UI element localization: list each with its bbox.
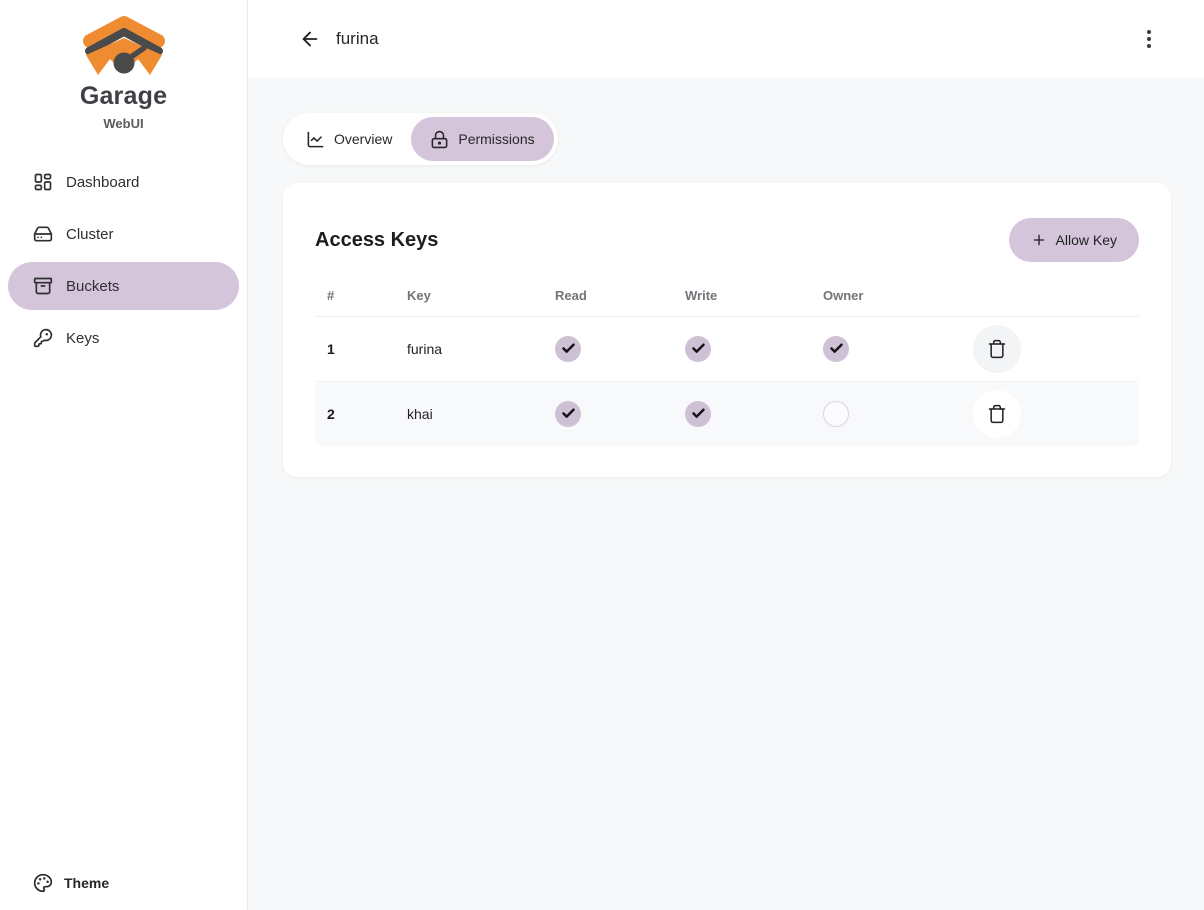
kebab-dot: [1147, 37, 1151, 41]
owner-checkbox[interactable]: [823, 335, 849, 362]
column-header-read: Read: [543, 276, 673, 317]
lock-icon: [431, 130, 448, 148]
check-icon: [561, 408, 575, 419]
trash-icon: [988, 404, 1006, 423]
sidebar-item-label: Cluster: [66, 225, 114, 243]
kebab-menu-button[interactable]: [1137, 25, 1161, 53]
table-row: 2 khai: [315, 381, 1139, 446]
app-name: Garage: [79, 82, 168, 110]
kebab-dot: [1147, 30, 1151, 34]
delete-key-button[interactable]: [973, 389, 1021, 438]
logo-area: Garage WebUI: [0, 0, 247, 131]
page-title: furina: [336, 29, 379, 48]
trash-icon: [988, 339, 1006, 358]
permissions-table: # Key Read Write Owner 1 furina: [315, 276, 1139, 446]
sidebar-footer: Theme: [0, 873, 247, 910]
access-keys-card: Access Keys Allow Key # Key Read Write: [283, 183, 1171, 477]
content: Overview Permissions Access Keys Allow K…: [248, 78, 1204, 477]
read-checkbox[interactable]: [555, 335, 581, 362]
cluster-icon: [33, 224, 53, 244]
allow-key-button[interactable]: Allow Key: [1008, 218, 1139, 262]
chart-line-icon: [307, 131, 324, 147]
sidebar-item-cluster[interactable]: Cluster: [8, 210, 239, 258]
row-number: 1: [315, 316, 395, 382]
tab-permissions[interactable]: Permissions: [411, 117, 554, 161]
arrow-left-icon: [302, 31, 318, 47]
main-area: furina Overview Permissions: [248, 0, 1204, 910]
delete-key-button[interactable]: [973, 324, 1021, 373]
column-header-key: Key: [395, 276, 543, 317]
sidebar-item-label: Dashboard: [66, 173, 140, 191]
card-title: Access Keys: [315, 228, 439, 251]
dashboard-icon: [33, 172, 53, 192]
owner-checkbox[interactable]: [823, 400, 849, 427]
app-subtitle: WebUI: [103, 116, 144, 131]
card-header: Access Keys Allow Key: [315, 218, 1139, 262]
keys-icon: [33, 328, 53, 348]
garage-logo-icon: [82, 16, 165, 75]
buckets-icon: [33, 276, 53, 296]
theme-label: Theme: [64, 875, 110, 891]
column-header-actions: [961, 276, 1139, 317]
table-row: 1 furina: [315, 316, 1139, 382]
theme-toggle[interactable]: Theme: [33, 873, 247, 893]
read-checkbox[interactable]: [555, 400, 581, 427]
check-icon: [691, 343, 705, 353]
key-name: khai: [395, 381, 543, 446]
write-checkbox[interactable]: [685, 335, 711, 362]
topbar: furina: [248, 0, 1204, 78]
sidebar-item-buckets[interactable]: Buckets: [8, 262, 239, 310]
check-icon: [561, 343, 575, 353]
key-name: furina: [395, 316, 543, 382]
back-button[interactable]: [296, 25, 324, 53]
column-header-write: Write: [673, 276, 811, 317]
palette-icon: [33, 873, 53, 893]
tab-label: Permissions: [458, 131, 535, 147]
plus-icon: [1033, 234, 1044, 246]
sidebar-item-dashboard[interactable]: Dashboard: [8, 158, 239, 206]
table-header-row: # Key Read Write Owner: [315, 276, 1139, 317]
column-header-owner: Owner: [811, 276, 961, 317]
kebab-dot: [1147, 44, 1151, 48]
row-number: 2: [315, 381, 395, 446]
tab-overview[interactable]: Overview: [287, 117, 411, 161]
column-header-num: #: [315, 276, 395, 317]
write-checkbox[interactable]: [685, 400, 711, 427]
sidebar-item-label: Buckets: [66, 277, 120, 295]
bucket-tabs: Overview Permissions: [283, 113, 558, 165]
sidebar-item-keys[interactable]: Keys: [8, 314, 239, 362]
tab-label: Overview: [334, 131, 393, 147]
check-icon: [691, 408, 705, 419]
check-icon: [829, 343, 843, 353]
allow-key-label: Allow Key: [1055, 232, 1117, 248]
sidebar: Garage WebUI Dashboard Cluster: [0, 0, 248, 910]
sidebar-nav: Dashboard Cluster Buckets: [0, 158, 247, 366]
sidebar-item-label: Keys: [66, 329, 100, 347]
